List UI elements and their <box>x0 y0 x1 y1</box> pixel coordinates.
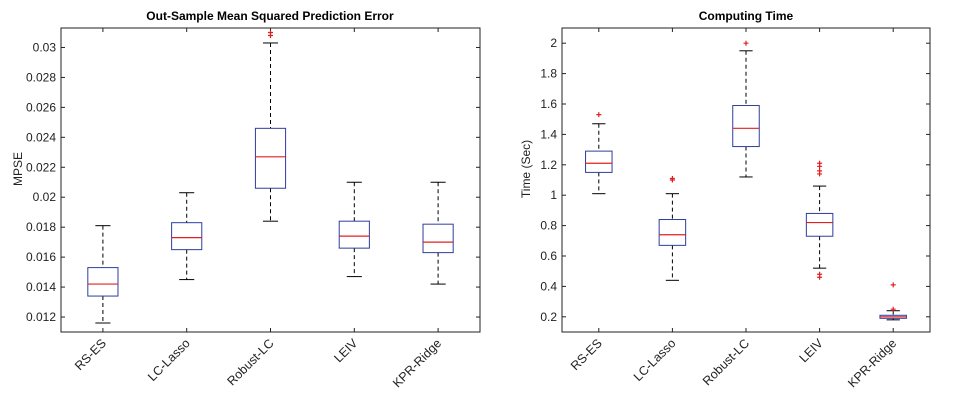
box <box>805 212 834 237</box>
x-category-label: Robust-LC <box>700 336 752 388</box>
outlier-marker <box>817 271 823 277</box>
y-tick-label: 1.8 <box>540 67 557 81</box>
y-tick-label: 0.028 <box>26 70 56 84</box>
y-tick-label: 1.6 <box>540 97 557 111</box>
y-tick-label: 0.8 <box>540 219 557 233</box>
box <box>171 222 203 251</box>
y-tick-label: 0.022 <box>26 160 56 174</box>
y-tick-label: 0.026 <box>26 100 56 114</box>
y-tick-label: 0.02 <box>33 190 57 204</box>
outlier-marker <box>890 306 896 312</box>
y-tick-label: 0.4 <box>540 279 557 293</box>
y-tick-label: 1.4 <box>540 127 557 141</box>
x-category-label: Robust-LC <box>224 336 276 388</box>
y-tick-label: 0.016 <box>26 250 56 264</box>
y-tick-label: 2 <box>550 36 557 50</box>
mpse-boxplot-chart: Out-Sample Mean Squared Prediction Error… <box>11 9 481 390</box>
outlier-marker <box>817 168 823 174</box>
outlier-marker <box>669 175 675 181</box>
chart-title: Out-Sample Mean Squared Prediction Error <box>146 9 394 23</box>
x-category-label: LEIV <box>797 336 827 366</box>
box <box>732 105 760 148</box>
y-tick-label: 0.014 <box>26 280 56 294</box>
x-category-label: RS-ES <box>72 336 109 373</box>
box <box>338 220 370 249</box>
y-tick-label: 0.018 <box>26 220 56 234</box>
y-tick-label: 0.03 <box>33 40 57 54</box>
outlier-marker <box>890 282 896 288</box>
outlier-marker <box>817 160 823 166</box>
outlier-marker <box>743 40 749 46</box>
y-axis-label: Time (Sec) <box>519 140 533 198</box>
y-axis-label: MPSE <box>11 152 25 186</box>
box <box>87 267 119 297</box>
y-tick-label: 0.024 <box>26 130 56 144</box>
x-category-label: LC-Lasso <box>631 336 679 384</box>
y-tick-label: 1.2 <box>540 158 557 172</box>
outlier-marker <box>596 112 602 118</box>
y-tick-label: 1 <box>550 188 557 202</box>
x-category-label: RS-ES <box>568 336 605 373</box>
outlier-marker <box>268 29 273 35</box>
x-category-label: KPR-Ridge <box>390 336 444 390</box>
box <box>658 219 687 246</box>
x-category-label: LC-Lasso <box>145 336 193 384</box>
box <box>585 150 613 173</box>
box <box>254 127 287 189</box>
y-tick-label: 0.6 <box>540 249 557 263</box>
y-tick-label: 0.2 <box>540 310 557 324</box>
x-category-label: KPR-Ridge <box>845 336 899 390</box>
box <box>422 223 454 254</box>
computing-time-boxplot-chart: Computing Time Time (Sec) 0.2 0.4 0.6 0.8 1 1… <box>519 9 931 390</box>
x-category-label: LEIV <box>331 336 361 366</box>
chart-title: Computing Time <box>699 9 794 23</box>
y-tick-label: 0.012 <box>26 310 56 324</box>
